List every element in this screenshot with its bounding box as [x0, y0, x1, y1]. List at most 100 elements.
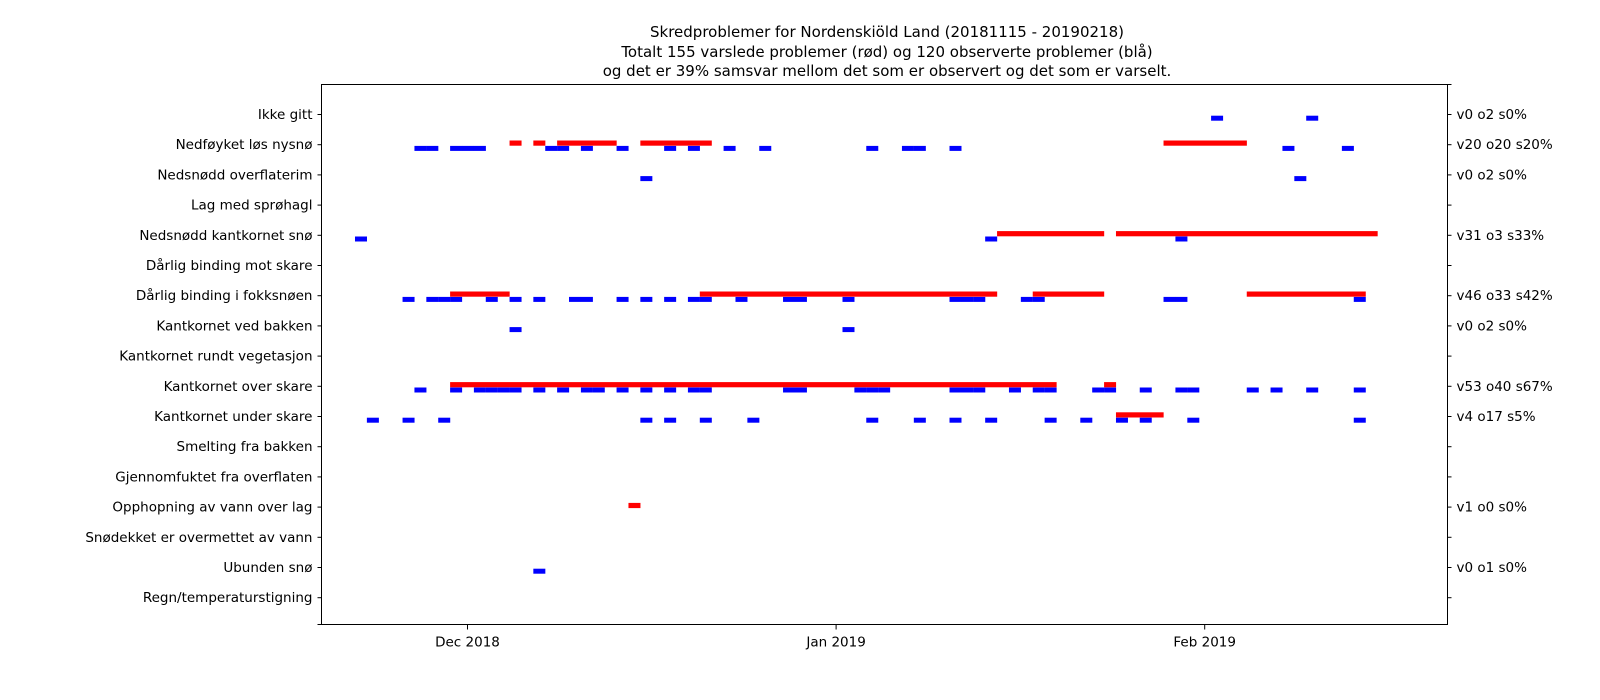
observed-mark — [866, 387, 879, 393]
y-tick-label: Kantkornet ved bakken — [156, 318, 312, 334]
forecast-bar — [997, 231, 1105, 237]
observed-mark — [842, 296, 855, 302]
observed-mark — [1020, 296, 1033, 302]
observed-mark — [664, 296, 677, 302]
observed-mark — [699, 296, 712, 302]
observed-mark — [569, 296, 582, 302]
observed-mark — [1008, 387, 1021, 393]
observed-mark — [1294, 176, 1307, 182]
observed-mark — [1080, 417, 1093, 423]
observed-mark — [497, 387, 510, 393]
observed-mark — [414, 145, 427, 151]
observed-mark — [664, 417, 677, 423]
observed-mark — [640, 176, 653, 182]
observed-mark — [949, 296, 962, 302]
observed-mark — [414, 387, 427, 393]
forecast-bar — [1163, 140, 1247, 146]
forecast-bar — [640, 140, 712, 146]
observed-mark — [509, 327, 522, 333]
observed-mark — [438, 296, 451, 302]
observed-mark — [1044, 417, 1057, 423]
observed-mark — [1353, 417, 1366, 423]
observed-mark — [473, 145, 486, 151]
forecast-bar — [450, 382, 1057, 388]
right-score-label: v4 o17 s5% — [1457, 409, 1536, 425]
observed-mark — [485, 387, 498, 393]
y-tick-label: Kantkornet rundt vegetasjon — [119, 349, 312, 365]
right-score-label: v0 o2 s0% — [1457, 167, 1528, 183]
observed-mark — [557, 145, 570, 151]
observed-mark — [687, 145, 700, 151]
observed-mark — [450, 387, 463, 393]
observed-mark — [533, 568, 546, 574]
observed-mark — [1353, 387, 1366, 393]
observed-mark — [735, 296, 748, 302]
observed-mark — [866, 145, 879, 151]
observed-mark — [747, 417, 760, 423]
observed-mark — [1139, 417, 1152, 423]
right-score-label: v53 o40 s67% — [1457, 379, 1553, 395]
observed-mark — [640, 387, 653, 393]
observed-mark — [759, 145, 772, 151]
observed-mark — [699, 387, 712, 393]
observed-mark — [640, 417, 653, 423]
y-tick-label: Nedføyket løs nysnø — [176, 137, 313, 153]
observed-mark — [961, 296, 974, 302]
forecast-bar — [1246, 291, 1366, 297]
observed-mark — [794, 296, 807, 302]
observed-mark — [1139, 387, 1152, 393]
observed-mark — [616, 387, 629, 393]
y-tick-label: Nedsnødd overflaterim — [157, 167, 312, 183]
observed-mark — [1306, 387, 1319, 393]
observed-mark — [961, 387, 974, 393]
observed-mark — [366, 417, 379, 423]
y-tick-label: Dårlig binding i fokksnøen — [136, 287, 313, 304]
observed-mark — [687, 387, 700, 393]
observed-mark — [794, 387, 807, 393]
y-tick-label: Opphopning av vann over lag — [112, 500, 312, 516]
forecast-bar — [450, 291, 510, 297]
observed-mark — [485, 296, 498, 302]
forecast-bar — [533, 140, 546, 146]
forecast-bar — [509, 140, 522, 146]
y-tick-label: Kantkornet under skare — [154, 409, 312, 425]
observed-mark — [509, 296, 522, 302]
observed-mark — [426, 296, 439, 302]
observed-mark — [1115, 417, 1128, 423]
observed-mark — [1187, 417, 1200, 423]
observed-mark — [1246, 387, 1259, 393]
right-score-label: v46 o33 s42% — [1457, 288, 1553, 304]
observed-mark — [402, 296, 415, 302]
observed-mark — [783, 387, 796, 393]
y-axis-right: v0 o2 s0% v20 o20 s20% v0 o2 s0% v31 o3 s33… — [1447, 84, 1553, 599]
observed-mark — [1175, 236, 1188, 242]
title-line-3: og det er 39% samsvar mellom det som er … — [603, 62, 1172, 80]
observed-mark — [973, 387, 986, 393]
y-tick-label: Lag med sprøhagl — [191, 198, 313, 214]
observed-mark — [616, 145, 629, 151]
right-score-label: v20 o20 s20% — [1457, 137, 1553, 153]
forecast-bar — [1115, 231, 1378, 237]
y-tick-label: Ubunden snø — [223, 560, 312, 576]
observed-mark — [878, 387, 891, 393]
observed-mark — [545, 145, 558, 151]
observed-mark — [533, 296, 546, 302]
y-tick-label: Nedsnødd kantkornet snø — [139, 228, 312, 244]
observed-mark — [842, 327, 855, 333]
y-tick-label: Ikke gitt — [258, 107, 313, 123]
right-score-label: v1 o0 s0% — [1457, 500, 1528, 516]
observed-mark — [1032, 296, 1045, 302]
observed-mark — [949, 387, 962, 393]
observed-mark — [580, 387, 593, 393]
forecast-bar — [1115, 412, 1164, 418]
x-tick-label: Jan 2019 — [805, 635, 865, 651]
observed-mark — [783, 296, 796, 302]
observed-mark — [866, 417, 879, 423]
forecast-bar — [699, 291, 998, 297]
right-score-label: v0 o1 s0% — [1457, 560, 1528, 576]
plot-frame — [321, 84, 1448, 625]
observed-mark — [949, 417, 962, 423]
observed-series — [354, 115, 1366, 574]
forecast-bar — [628, 502, 641, 509]
